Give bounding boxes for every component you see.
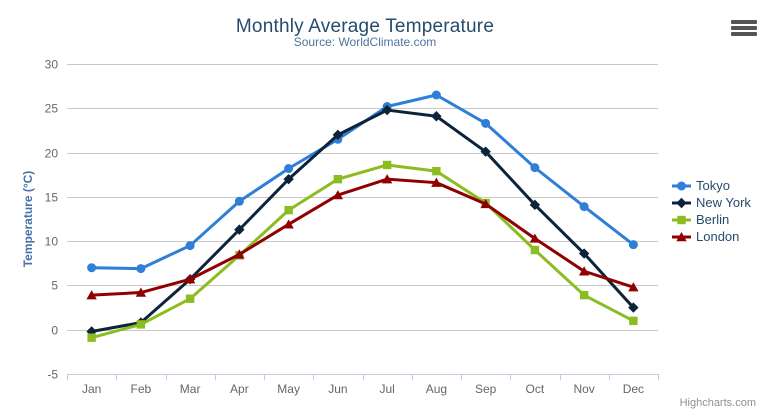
x-axis-label: Aug xyxy=(426,382,447,396)
circle-marker-icon xyxy=(677,181,686,190)
triangle-marker-icon xyxy=(184,274,196,284)
chart-title: Monthly Average Temperature xyxy=(235,16,495,37)
triangle-marker-icon xyxy=(234,249,245,259)
y-axis-label: -5 xyxy=(47,368,58,382)
chart-subtitle: Source: WorldClimate.com xyxy=(293,35,437,49)
x-axis-label: Oct xyxy=(526,382,545,396)
legend-item-london[interactable]: London xyxy=(672,228,768,245)
export-menu-button[interactable] xyxy=(730,18,759,38)
y-axis-label: 30 xyxy=(45,58,59,72)
diamond-marker-icon xyxy=(381,104,393,116)
series-line-berlin xyxy=(90,163,635,340)
triangle-marker-icon xyxy=(332,190,344,200)
square-marker-icon xyxy=(87,333,96,342)
diamond-marker-icon xyxy=(529,199,541,211)
x-axis-label: Jan xyxy=(82,382,101,396)
diamond-marker-icon xyxy=(578,248,590,259)
new-york-legend-marker xyxy=(672,197,691,208)
legend-item-tokyo[interactable]: Tokyo xyxy=(672,177,768,194)
square-marker-icon xyxy=(382,160,392,170)
circle-marker-icon xyxy=(530,163,540,173)
x-axis-label: Jun xyxy=(328,382,347,396)
square-marker-icon xyxy=(432,166,441,176)
series-berlin[interactable] xyxy=(87,160,638,342)
y-axis-label: 10 xyxy=(45,235,59,249)
credits-link[interactable]: Highcharts.com xyxy=(679,397,756,409)
x-axis-label: Mar xyxy=(180,382,201,396)
legend-item-new-york[interactable]: New York xyxy=(672,194,768,211)
circle-marker-icon xyxy=(87,263,97,273)
series-new-york[interactable] xyxy=(86,104,639,337)
square-marker-icon xyxy=(629,316,638,326)
x-axis-label: Sep xyxy=(475,382,497,396)
triangle-marker-icon xyxy=(628,282,639,292)
triangle-marker-icon xyxy=(86,290,97,300)
y-axis-label: 20 xyxy=(45,147,59,161)
square-marker-icon xyxy=(136,320,146,329)
legend-label: Tokyo xyxy=(696,178,730,193)
y-axis-label: 5 xyxy=(51,279,58,293)
circle-marker-icon xyxy=(579,202,589,212)
series-tokyo[interactable] xyxy=(87,90,638,274)
series-london[interactable] xyxy=(86,174,639,300)
legend-item-berlin[interactable]: Berlin xyxy=(672,211,768,228)
x-axis-label: May xyxy=(277,382,300,396)
hamburger-menu-icon xyxy=(731,20,758,36)
diamond-marker-icon xyxy=(676,197,687,208)
diamond-marker-icon xyxy=(628,302,639,313)
circle-marker-icon xyxy=(284,164,294,174)
triangle-marker-icon xyxy=(381,174,393,184)
triangle-marker-icon xyxy=(283,219,294,229)
y-axis-title: Temperature (°C) xyxy=(21,170,35,268)
legend-label: Berlin xyxy=(696,212,730,227)
triangle-marker-icon xyxy=(135,287,147,297)
berlin-legend-marker xyxy=(672,215,691,224)
diamond-marker-icon xyxy=(283,173,294,185)
square-marker-icon xyxy=(185,294,195,303)
series-line-new-york xyxy=(90,108,635,333)
diamond-marker-icon xyxy=(431,111,442,122)
circle-marker-icon xyxy=(431,90,441,100)
square-marker-icon xyxy=(579,290,589,300)
diamond-marker-icon xyxy=(480,146,491,157)
x-axis-label: Dec xyxy=(623,382,644,396)
circle-marker-icon xyxy=(628,240,638,250)
triangle-marker-icon xyxy=(529,233,541,243)
circle-marker-icon xyxy=(185,241,195,251)
square-marker-icon xyxy=(333,174,343,184)
legend: Tokyo New York Berlin London xyxy=(672,177,768,245)
triangle-marker-icon xyxy=(480,198,491,209)
square-marker-icon xyxy=(530,245,540,255)
circle-marker-icon xyxy=(234,196,244,206)
tokyo-legend-marker xyxy=(672,181,691,190)
x-axis-label: Jul xyxy=(379,382,394,396)
diamond-marker-icon xyxy=(234,224,245,235)
x-axis-label: Feb xyxy=(131,382,152,396)
triangle-marker-icon xyxy=(676,231,687,241)
y-axis-label: 0 xyxy=(51,324,58,338)
x-axis-label: Nov xyxy=(573,382,594,396)
legend-label: New York xyxy=(696,195,751,210)
triangle-marker-icon xyxy=(578,266,590,276)
triangle-marker-icon xyxy=(431,177,442,187)
london-legend-marker xyxy=(672,231,691,241)
y-axis-label: 15 xyxy=(45,191,59,205)
square-marker-icon xyxy=(677,215,686,224)
square-marker-icon xyxy=(284,205,293,215)
y-axis-label: 25 xyxy=(45,102,59,116)
x-axis-label: Apr xyxy=(230,382,249,396)
diamond-marker-icon xyxy=(332,129,344,141)
circle-marker-icon xyxy=(481,118,491,128)
legend-label: London xyxy=(696,229,740,244)
series-line-london xyxy=(90,177,635,297)
circle-marker-icon xyxy=(136,264,146,274)
